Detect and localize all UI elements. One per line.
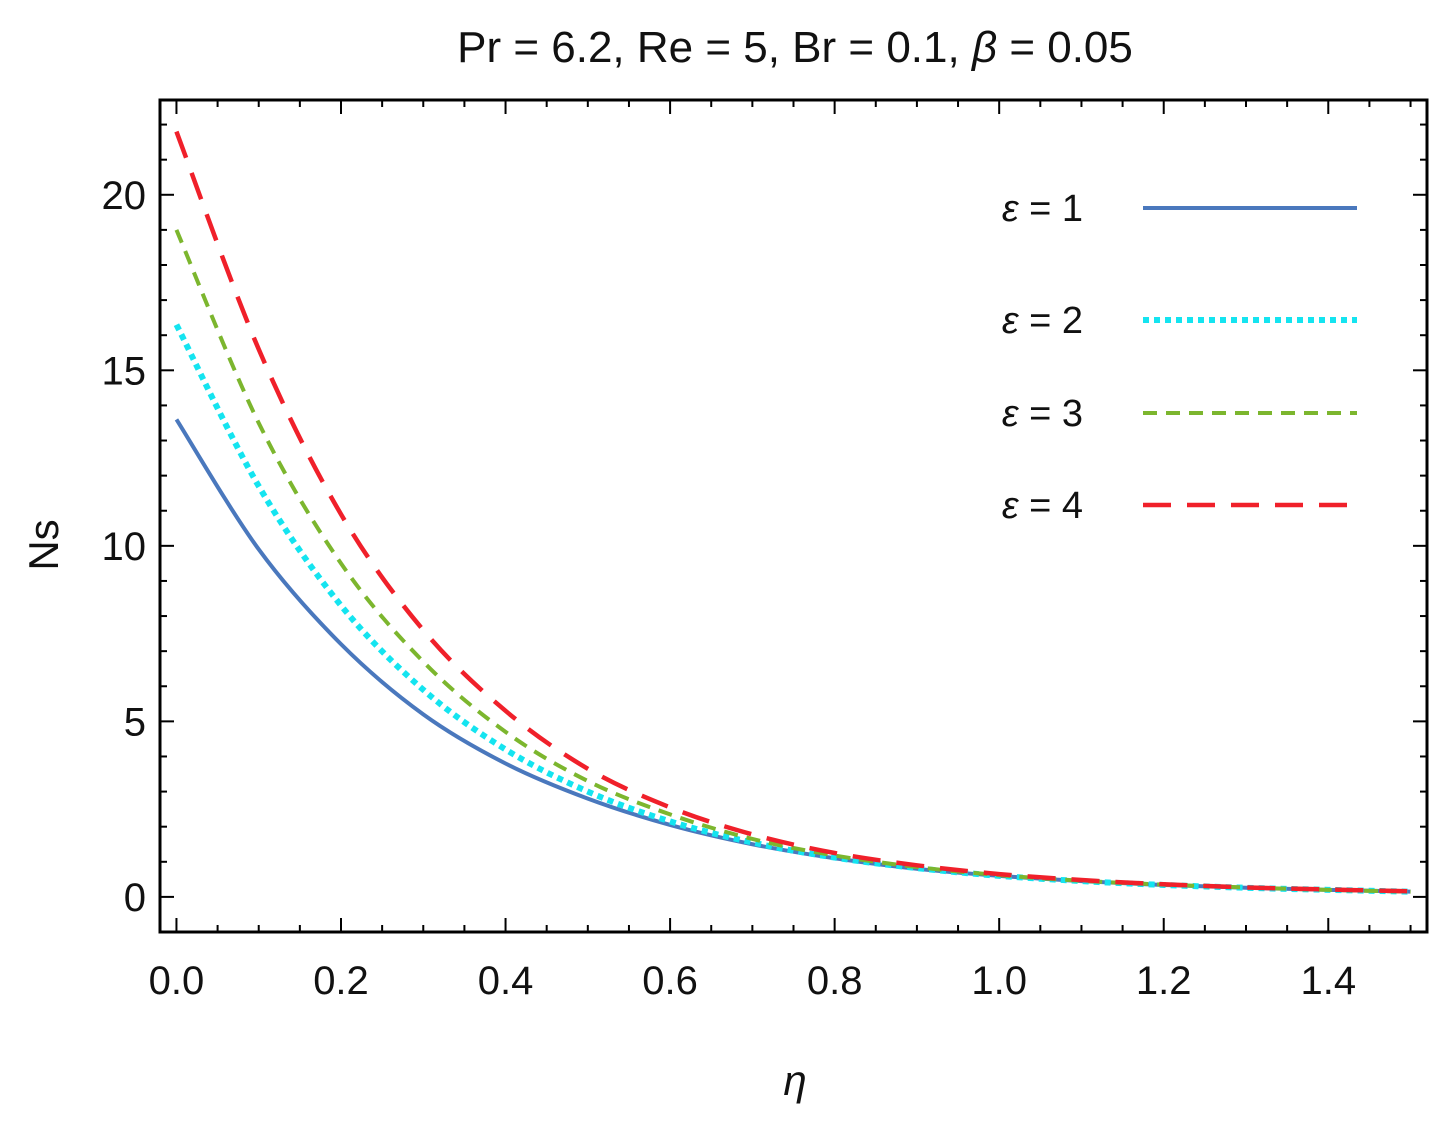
y-tick-label: 5	[124, 700, 146, 744]
x-tick-label: 1.4	[1300, 959, 1356, 1003]
chart-title-params: Pr = 6.2, Re = 5, Br = 0.1,	[457, 23, 972, 72]
y-axis-label: Ns	[20, 519, 67, 570]
series-line-epsilon-3	[174, 229, 1411, 894]
series-layer	[173, 130, 1411, 895]
x-tick-label: 0.0	[149, 959, 205, 1003]
legend-epsilon-value: = 4	[1019, 485, 1083, 527]
x-tick-label: 0.6	[642, 959, 698, 1003]
y-tick-labels: 0 5 10 15 20	[102, 174, 147, 920]
legend-label-epsilon-1: ε = 1	[1002, 188, 1083, 230]
series-line-epsilon-4	[174, 130, 1411, 894]
chart-title: Pr = 6.2, Re = 5, Br = 0.1, β = 0.05	[457, 23, 1133, 72]
y-tick-label: 20	[102, 174, 147, 218]
x-tick-label: 0.2	[313, 959, 369, 1003]
legend-epsilon-symbol: ε	[1002, 393, 1020, 435]
legend-label-epsilon-4: ε = 4	[1002, 485, 1083, 527]
ticks-layer	[160, 100, 1427, 933]
legend: ε = 1ε = 2ε = 3ε = 4	[1002, 188, 1357, 527]
x-tick-labels: 0.0 0.2 0.4 0.6 0.8 1.0 1.2 1.4	[149, 959, 1356, 1003]
legend-label-epsilon-2: ε = 2	[1002, 300, 1083, 342]
series-line-epsilon-1	[174, 418, 1411, 894]
chart-title-beta-value: = 0.05	[997, 23, 1133, 72]
x-tick-label: 1.0	[971, 959, 1027, 1003]
legend-epsilon-value: = 3	[1019, 393, 1083, 435]
legend-epsilon-symbol: ε	[1002, 300, 1020, 342]
y-tick-label: 10	[102, 525, 147, 569]
x-tick-label: 1.2	[1136, 959, 1192, 1003]
y-tick-label: 0	[124, 876, 146, 920]
legend-epsilon-symbol: ε	[1002, 485, 1020, 527]
x-tick-label: 0.4	[478, 959, 534, 1003]
x-tick-label: 0.8	[807, 959, 863, 1003]
plot-frame	[158, 98, 1429, 934]
legend-epsilon-symbol: ε	[1002, 188, 1020, 230]
legend-epsilon-value: = 2	[1019, 300, 1083, 342]
y-tick-label: 15	[102, 349, 147, 393]
legend-epsilon-value: = 1	[1019, 188, 1083, 230]
series-line-epsilon-2	[173, 323, 1411, 895]
chart-title-beta-symbol: β	[970, 23, 997, 72]
legend-label-epsilon-3: ε = 3	[1002, 393, 1083, 435]
x-axis-label: η	[783, 1057, 806, 1104]
